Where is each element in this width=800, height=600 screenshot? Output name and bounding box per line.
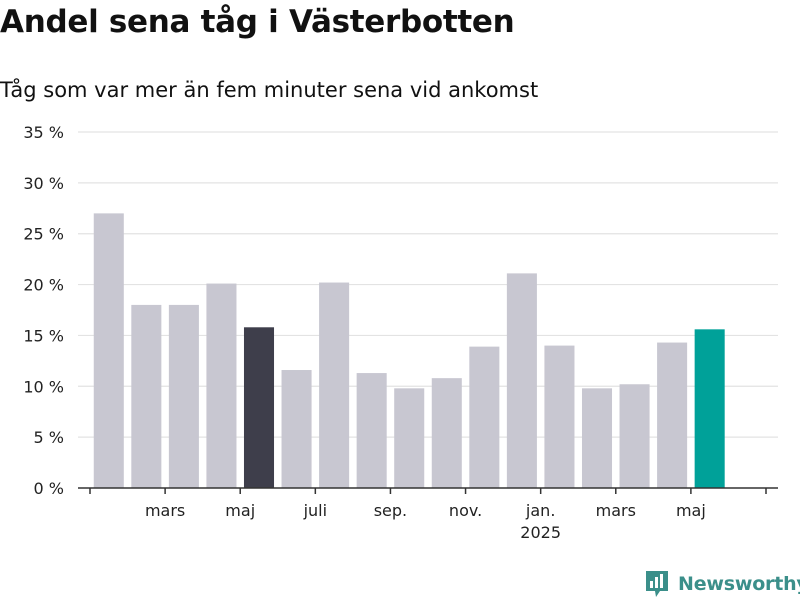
brand-logo: Newsworthy [644,568,800,600]
x-tick-label: maj [225,501,255,520]
bar-2024-01 [93,213,124,488]
x-tick-label: mars [596,501,636,520]
x-tick-label: maj [676,501,706,520]
newsworthy-logo-icon [646,571,668,597]
x-tick-label: jan. [525,501,555,520]
y-tick-label: 15 % [23,326,64,345]
bar-2024-06 [281,370,312,488]
bar-2024-12 [506,273,537,488]
y-tick-label: 10 % [23,377,64,396]
y-tick-label: 20 % [23,276,64,295]
x-tick-label: juli [303,501,327,520]
bar-chart: 0 % 5 % 10 % 15 % 20 % 25 % 30 % 35 % mars maj ju… [23,123,778,542]
bar-2024-07 [319,282,350,488]
bar-2025-05 [694,329,725,488]
bar-2025-01 [544,345,575,488]
bars [93,213,725,488]
y-tick-label: 0 % [34,479,64,498]
y-axis-ticks: 0 % 5 % 10 % 15 % 20 % 25 % 30 % 35 % [23,123,64,498]
x-tick-label: nov. [449,501,482,520]
bar-2025-04 [657,342,688,488]
x-axis: mars maj juli sep. nov. jan. 2025 mars maj [78,487,778,542]
chart-title: Andel sena tåg i Västerbotten [0,4,515,40]
bar-2024-10 [431,378,462,488]
bar-2024-08 [356,373,387,488]
bar-2024-02 [131,304,162,488]
chart-subtitle: Tåg som var mer än fem minuter sena vid … [0,78,539,102]
bar-2024-03 [168,304,199,488]
bar-2024-11 [469,346,500,488]
bar-2024-04 [206,283,237,488]
bar-2025-03 [619,384,650,488]
x-tick-label: mars [145,501,185,520]
y-tick-label: 5 % [34,428,64,447]
bar-2025-02 [581,388,613,488]
y-tick-label: 35 % [23,123,64,142]
brand-name: Newsworthy [678,573,800,595]
y-tick-label: 25 % [23,225,64,244]
bar-2024-05 [243,327,275,488]
y-tick-label: 30 % [23,174,64,193]
x-tick-year-label: 2025 [520,523,561,542]
x-tick-label: sep. [374,501,407,520]
bar-2024-09 [394,388,425,488]
